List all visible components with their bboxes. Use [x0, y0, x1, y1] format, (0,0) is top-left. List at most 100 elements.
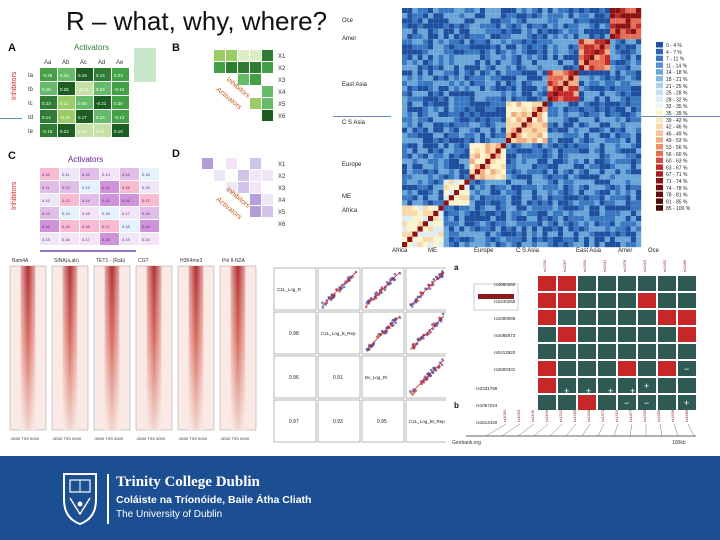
- heatmap-cell: [610, 80, 616, 86]
- heatmap-cell: [506, 195, 512, 201]
- heatmap-cell: [542, 80, 548, 86]
- heatmap-cell: [464, 195, 470, 201]
- legend-swatch: [656, 144, 663, 150]
- heatmap-cell: [594, 86, 600, 92]
- panel-c-cell: [80, 207, 99, 219]
- heatmap-cell: [500, 242, 506, 248]
- heatmap-cell: [578, 44, 584, 50]
- heatmap-cell: [495, 132, 501, 138]
- heatmap-cell: [610, 200, 616, 206]
- heatmap-cell: [542, 174, 548, 180]
- panel-a-cell-value: 0.15: [42, 87, 51, 92]
- heatmap-cell: [542, 205, 548, 211]
- heatmap-cell: [459, 34, 465, 40]
- footer-university: The University of Dublin: [116, 509, 223, 520]
- heatmap-cell: [589, 184, 595, 190]
- heatmap-cell: [521, 96, 527, 102]
- heatmap-cell: [490, 13, 496, 19]
- heatmap-cell: [490, 216, 496, 222]
- heatmap-cell: [490, 148, 496, 154]
- heatmap-cell: [604, 65, 610, 71]
- heatmap-cell: [459, 117, 465, 123]
- heatmap-cell: [417, 106, 423, 112]
- heatmap-cell: [573, 143, 579, 149]
- heatmap-cell: [506, 158, 512, 164]
- heatmap-cell: [443, 106, 449, 112]
- heatmap-cell: [599, 65, 605, 71]
- panel-a-cell-value: 0.11: [60, 101, 69, 106]
- genotype-lower-label: rs1000: [502, 409, 507, 422]
- heatmap-cell: [526, 65, 532, 71]
- heatmap-cell: [480, 138, 486, 144]
- heatmap-cell: [485, 216, 491, 222]
- legend-swatch: [656, 69, 663, 75]
- heatmap-cell: [625, 132, 631, 138]
- heatmap-cell: [584, 96, 590, 102]
- heatmap-cell: [610, 13, 616, 19]
- legend-label: 25 - 28 %: [666, 91, 688, 97]
- heatmap-cell: [630, 169, 636, 175]
- diamond-cell: [262, 206, 273, 217]
- heatmap-cell: [464, 210, 470, 216]
- genotype-cell: [558, 361, 576, 376]
- heatmap-cell: [469, 236, 475, 242]
- heatmap-cell: [568, 164, 574, 170]
- heatmap-cell: [480, 205, 486, 211]
- heatmap-cell: [412, 190, 418, 196]
- heatmap-cell: [604, 153, 610, 159]
- heatmap-cell: [412, 221, 418, 227]
- heatmap-cell: [433, 60, 439, 66]
- heatmap-cell: [537, 8, 543, 14]
- heatmap-cell: [615, 158, 621, 164]
- heatmap-cell: [563, 70, 569, 76]
- scatter-fit-line: [409, 315, 445, 351]
- heatmap-cell: [469, 200, 475, 206]
- heatmap-cell: [480, 70, 486, 76]
- heatmap-cell: [578, 164, 584, 170]
- heatmap-cell: [563, 158, 569, 164]
- heatmap-cell: [469, 132, 475, 138]
- heatmap-cell: [506, 75, 512, 81]
- heatmap-cell: [464, 174, 470, 180]
- heatmap-cell: [610, 127, 616, 133]
- heatmap-cell: [402, 44, 408, 50]
- heatmap-cell: [428, 75, 434, 81]
- heatmap-cell: [412, 60, 418, 66]
- heatmap-cell: [402, 80, 408, 86]
- heatmap-cell: [454, 23, 460, 29]
- heatmap-cell: [594, 221, 600, 227]
- heatmap-cell: [594, 18, 600, 24]
- heatmap-cell: [521, 28, 527, 34]
- legend-label: 60 - 63 %: [666, 159, 688, 165]
- heatmap-cell: [563, 23, 569, 29]
- legend-label: 63 - 67 %: [666, 165, 688, 171]
- genotype-lower-label: rs1053: [516, 409, 521, 422]
- heatmap-cell: [547, 153, 553, 159]
- heatmap-cell: [568, 91, 574, 97]
- genotype-cell: [658, 327, 676, 342]
- scatter-point: [376, 335, 379, 338]
- heatmap-cell: [620, 169, 626, 175]
- heatmap-cell: [615, 200, 621, 206]
- heatmap-cell: [480, 153, 486, 159]
- genotype-cell: [638, 378, 656, 393]
- heatmap-cell: [500, 195, 506, 201]
- heatmap-cell: [636, 158, 642, 164]
- heatmap-cell: [625, 91, 631, 97]
- heatmap-cell: [516, 221, 522, 227]
- heatmap-cell: [552, 13, 558, 19]
- panel-c-cell: [80, 181, 99, 193]
- heatmap-cell: [526, 195, 532, 201]
- heatmap-cell: [594, 44, 600, 50]
- heatmap-cell: [443, 96, 449, 102]
- heatmap-cell: [599, 216, 605, 222]
- heatmap-cell: [485, 75, 491, 81]
- scatter-point: [393, 272, 397, 276]
- heatmap-cell: [532, 158, 538, 164]
- heatmap-cell: [448, 13, 454, 19]
- heatmap-cell: [495, 13, 501, 19]
- heatmap-cell: [412, 200, 418, 206]
- heatmap-cell: [511, 13, 517, 19]
- profile-header: SINA(a,ab): [54, 258, 79, 264]
- heatmap-cell: [448, 153, 454, 159]
